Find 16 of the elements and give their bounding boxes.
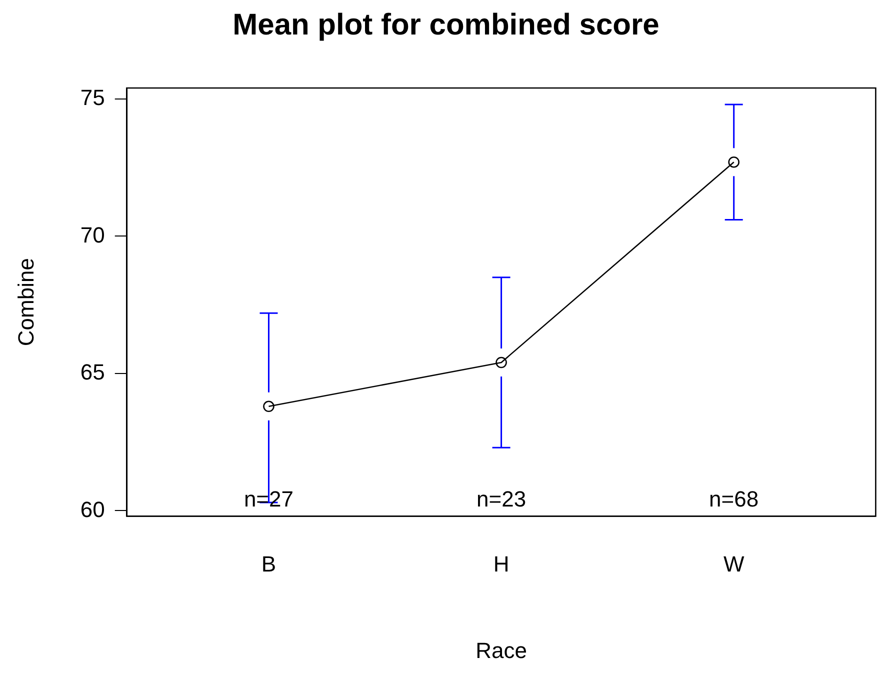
x-axis-title: Race [476,638,527,663]
chart-title: Mean plot for combined score [232,8,660,42]
y-axis-title: Combine [13,258,38,346]
y-tick-label: 65 [80,360,105,385]
y-tick-label: 60 [80,496,105,522]
annotation: n=23 [476,486,526,512]
x-tick-label: B [261,551,276,576]
point [728,156,740,168]
point [496,356,507,368]
x-tick-label: W [723,551,744,576]
y-tick-label: 70 [80,222,105,248]
point [263,400,274,412]
annotation: n=68 [709,486,759,512]
y-tick-label: 75 [80,85,105,110]
annotation: n=27 [244,486,294,512]
x-tick-label: H [493,551,510,576]
